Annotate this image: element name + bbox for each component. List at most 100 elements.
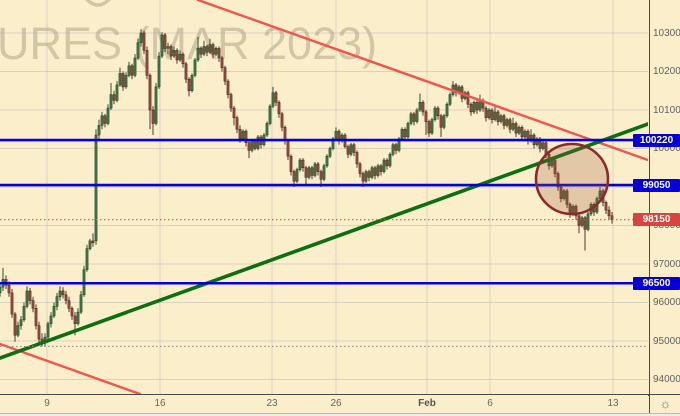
- candle-down: [121, 73, 125, 88]
- candle-up: [88, 240, 92, 249]
- candle-up: [517, 127, 521, 134]
- candle-down: [361, 173, 365, 182]
- candle-down: [226, 80, 230, 95]
- candle-up: [118, 73, 122, 86]
- candle-down: [145, 50, 149, 76]
- candle-up: [76, 311, 80, 324]
- candle-down: [553, 159, 557, 174]
- candle-up: [55, 296, 59, 307]
- candle-up: [127, 65, 131, 76]
- candle-up: [586, 213, 590, 230]
- time-axis[interactable]: 9 16 23 26 Feb 6 13: [0, 395, 648, 413]
- candle-up: [598, 190, 602, 199]
- highlight-circle[interactable]: [534, 142, 610, 216]
- candle-down: [424, 111, 428, 122]
- candle-down: [10, 292, 14, 315]
- candle-down: [574, 206, 578, 217]
- candle-up: [160, 34, 164, 57]
- candle-down: [211, 44, 215, 55]
- window-bottom-edge: [0, 413, 680, 416]
- price-tick-label: 101000: [653, 104, 680, 116]
- candle-down: [583, 217, 587, 230]
- axis-settings-icon[interactable]: ☼: [659, 396, 672, 411]
- candle-down: [235, 117, 239, 130]
- candle-down: [112, 94, 116, 101]
- candle-up: [448, 94, 452, 105]
- level-price-badge[interactable]: 99050: [633, 178, 680, 192]
- candle-down: [37, 325, 41, 340]
- candle-up: [46, 323, 50, 338]
- candle-down: [130, 65, 134, 76]
- candle-up: [172, 50, 176, 57]
- candle-down: [466, 92, 470, 105]
- candle-down: [403, 129, 407, 138]
- candle-down: [520, 127, 524, 138]
- candle-up: [178, 53, 182, 61]
- candle-down: [13, 313, 17, 336]
- candle-up: [445, 103, 449, 117]
- candle-down: [220, 57, 224, 68]
- candle-down: [148, 75, 152, 111]
- candle-up: [370, 167, 374, 178]
- candle-down: [604, 202, 608, 211]
- candle-up: [166, 46, 170, 49]
- candle-down: [91, 240, 95, 244]
- candle-down: [286, 140, 290, 157]
- candle-down: [352, 144, 356, 153]
- candle-down: [103, 115, 107, 124]
- candle-down: [247, 142, 251, 151]
- candle-down: [469, 103, 473, 113]
- candle-up: [97, 125, 101, 136]
- time-tick-label: 23: [266, 398, 278, 409]
- candle-up: [415, 109, 419, 122]
- candle-down: [385, 159, 389, 167]
- price-tick-label: 96000: [653, 297, 680, 308]
- level-price-badge[interactable]: 100220: [633, 133, 680, 147]
- candle-down: [556, 173, 560, 188]
- candle-down: [373, 167, 377, 176]
- candle-up: [418, 102, 422, 111]
- candle-up: [154, 86, 158, 124]
- candle-down: [277, 102, 281, 115]
- candle-down: [367, 171, 371, 178]
- candle-up: [388, 154, 392, 167]
- candle-down: [280, 113, 284, 128]
- candle-up: [400, 129, 404, 140]
- candle-up: [499, 115, 503, 122]
- candle-down: [292, 171, 296, 182]
- candle-down: [301, 159, 305, 169]
- price-tick-label: 94000: [653, 374, 680, 385]
- candle-down: [238, 129, 242, 140]
- candle-down: [421, 102, 425, 113]
- chart-plot-area[interactable]: [0, 0, 648, 394]
- candle-down: [577, 215, 581, 226]
- axis-settings-corner[interactable]: ☼: [649, 395, 680, 413]
- candle-down: [187, 78, 191, 91]
- candle-down: [244, 130, 248, 143]
- candle-down: [217, 48, 221, 59]
- last-price-badge[interactable]: 98150: [633, 213, 680, 227]
- candle-down: [31, 300, 35, 309]
- trendline-descending-resistance[interactable]: [196, 0, 648, 162]
- candle-up: [328, 148, 332, 157]
- candle-up: [409, 113, 413, 124]
- candle-up: [94, 134, 98, 242]
- candle-up: [193, 59, 197, 76]
- candle-down: [310, 167, 314, 176]
- price-axis[interactable]: 1030001020001010001000009900098000970009…: [633, 0, 680, 394]
- candle-down: [496, 111, 500, 122]
- candle-down: [34, 308, 38, 326]
- price-tick-label: 100000: [653, 143, 680, 154]
- candle-up: [325, 155, 329, 167]
- trendline-descending-parallel[interactable]: [0, 342, 142, 394]
- candle-down: [70, 308, 74, 317]
- candle-up: [298, 159, 302, 170]
- candle-up: [364, 171, 368, 182]
- candle-down: [379, 165, 383, 172]
- candle-down: [232, 107, 236, 118]
- candle-down: [199, 48, 203, 55]
- candle-up: [472, 102, 476, 113]
- candle-up: [196, 48, 200, 61]
- level-price-badge[interactable]: 96500: [633, 276, 680, 290]
